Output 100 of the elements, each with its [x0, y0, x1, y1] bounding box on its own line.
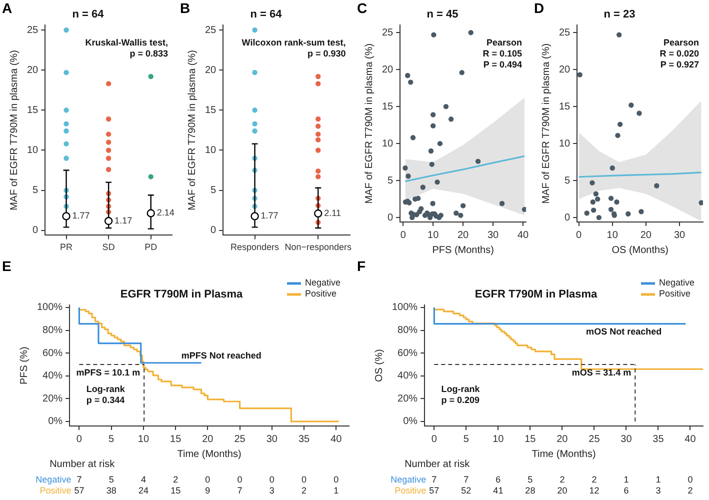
point	[610, 165, 615, 171]
text: Number at risk	[404, 458, 471, 470]
annotation: mPFS Not reached	[181, 350, 262, 360]
x-tick-label: 40	[684, 434, 696, 445]
x-tick-label: 40	[517, 230, 529, 241]
x-tick-label: 15	[170, 434, 182, 445]
y-tick-label: 5	[210, 185, 217, 196]
text: 57 52 41 28 20 12 6 3 2	[429, 485, 693, 496]
point	[405, 72, 410, 78]
x-tick-label: 30	[266, 434, 278, 445]
point	[430, 200, 436, 206]
x-tick-label: 35	[298, 434, 310, 445]
x-tick-label: 20	[640, 230, 652, 241]
point	[522, 206, 526, 212]
point	[616, 32, 622, 38]
point	[617, 122, 623, 127]
point	[638, 209, 644, 214]
point	[626, 211, 631, 216]
annotation: Log-rank p = 0.344	[86, 384, 126, 406]
x-tick-label: 0	[576, 230, 582, 241]
point	[654, 183, 660, 188]
point	[608, 196, 614, 201]
annotation: mOS Not reached	[586, 326, 662, 336]
y-tick-label: 80%	[42, 325, 63, 336]
data-label: 2.14	[156, 208, 174, 218]
y-tick-label: 0	[388, 212, 394, 224]
x-axis-title: PFS (Months)	[432, 244, 494, 256]
point	[408, 80, 414, 85]
point	[454, 210, 459, 216]
text: 7 7 6 5 2 2 1 1 0	[432, 474, 693, 484]
point	[438, 212, 444, 218]
x-tick-label: SD	[102, 242, 116, 252]
text: D	[534, 0, 544, 16]
y-axis-title: MAF of EGFR T790M in plasma (%)	[540, 43, 552, 204]
annotation: Wilcoxon rank-sum test, p = 0.930	[242, 38, 346, 59]
y-tick-label: 40%	[398, 370, 418, 382]
point	[430, 123, 436, 128]
y-tick-label: 25	[559, 27, 571, 38]
y-tick-label: 20%	[398, 393, 418, 404]
text: Negative	[36, 474, 72, 484]
y-tick-label: 15	[559, 101, 571, 112]
y-tick-label: 20%	[42, 393, 63, 404]
x-tick-label: 30	[620, 434, 632, 445]
point	[499, 200, 505, 206]
x-tick-label: Responders	[230, 242, 280, 252]
y-tick-label: 100%	[37, 302, 63, 314]
x-tick-label: 10	[492, 434, 504, 445]
data-label: 1.17	[114, 215, 132, 226]
text: E	[2, 258, 12, 274]
text: F	[357, 258, 366, 274]
point	[584, 210, 590, 216]
data-label: 1.77	[72, 210, 90, 221]
x-tick-label: 10	[428, 230, 440, 241]
point	[475, 158, 481, 164]
point	[443, 104, 449, 110]
y-tick-label: 20	[382, 64, 394, 76]
text: 7 5 4 2 0 0 0 0 0	[76, 474, 339, 484]
x-tick-label: 30	[487, 230, 500, 241]
y-tick-label: 20	[205, 64, 217, 76]
y-tick-label: 100%	[392, 302, 418, 314]
point	[636, 110, 642, 116]
x-tick-label: 35	[652, 434, 664, 445]
point	[434, 179, 440, 185]
x-tick-label: 10	[138, 434, 150, 445]
point	[429, 162, 434, 167]
point	[468, 30, 474, 36]
y-tick-label: 15	[205, 104, 217, 116]
point	[698, 200, 703, 206]
point	[406, 174, 411, 179]
point	[420, 184, 426, 190]
point	[448, 116, 454, 122]
annotation: Kruskal-Wallis test, p = 0.833	[85, 38, 168, 59]
x-axis-title: OS (Months)	[612, 244, 668, 256]
x-tick-label: 10	[606, 230, 618, 241]
text: Number at risk	[50, 458, 116, 470]
x-tick-label: 40	[330, 434, 342, 445]
y-tick-label: 5	[32, 185, 39, 196]
point	[593, 191, 599, 196]
point	[614, 199, 620, 205]
x-tick-label: 5	[108, 434, 115, 445]
text: 57 38 24 15 9 7 3 2 1	[74, 485, 339, 496]
annotation: mPFS = 10.1 m	[76, 367, 140, 378]
point	[590, 180, 595, 186]
x-axis-title: Time (Months)	[532, 448, 596, 460]
point	[595, 196, 600, 202]
point	[416, 196, 421, 201]
y-tick-label: 10	[559, 138, 571, 150]
annotation: mOS = 31.4 m	[572, 367, 632, 378]
point	[410, 135, 416, 140]
point	[402, 165, 408, 171]
annotation: Log-rank p = 0.209	[441, 384, 481, 406]
point	[577, 72, 582, 78]
data-label: 1.77	[260, 210, 278, 221]
point	[460, 203, 466, 208]
point	[596, 214, 602, 220]
point	[459, 70, 464, 76]
point	[431, 32, 436, 38]
chart-title: n = 64	[250, 8, 283, 21]
y-tick-label: 25	[27, 24, 39, 36]
y-tick-label: 25	[205, 24, 217, 36]
